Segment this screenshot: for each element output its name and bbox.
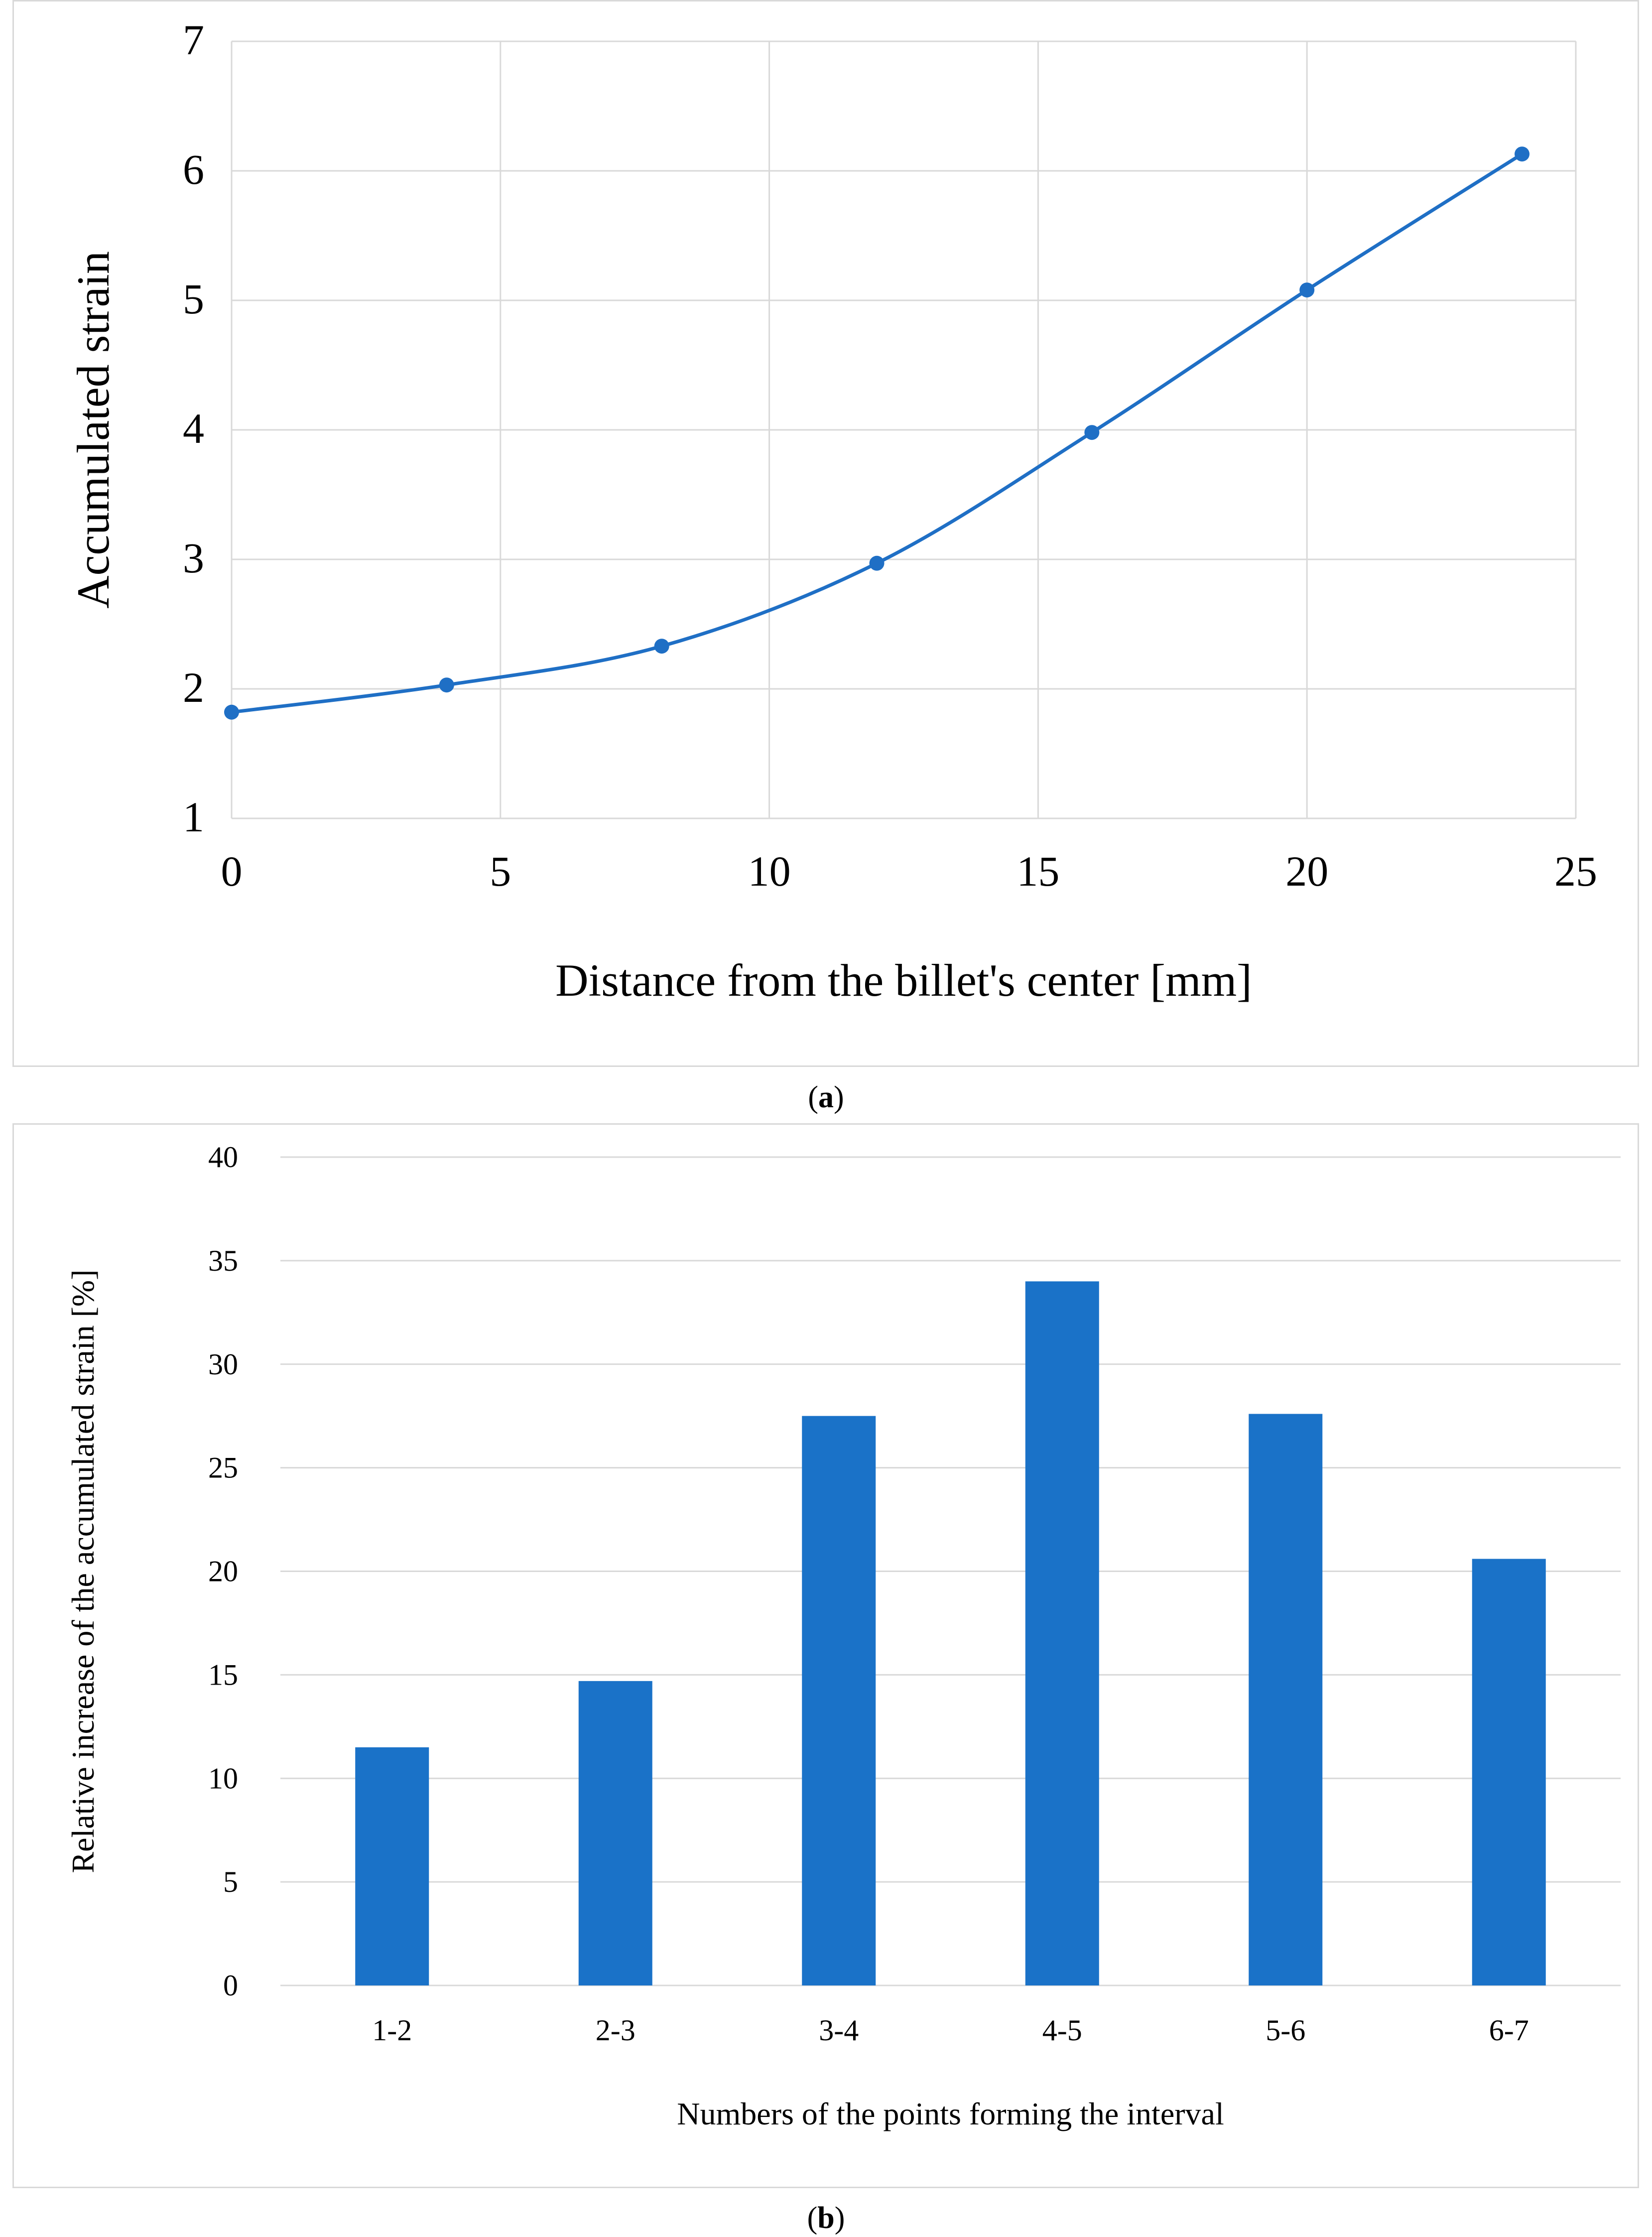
bar (1025, 1281, 1099, 1985)
y-axis-label: Accumulated strain (68, 251, 119, 609)
y-tick-label: 40 (208, 1141, 238, 1174)
line-chart-a: 1 2 3 4 5 6 7 0 5 10 15 20 25 Distance from the bille… (68, 16, 1597, 1006)
bar (355, 1747, 429, 1985)
x-tick-label: 25 (1554, 847, 1597, 895)
y-tick-label: 3 (183, 534, 204, 582)
y-axis-label: Relative increase of the accumulated str… (65, 1270, 101, 1873)
y-tick-label: 10 (208, 1762, 238, 1795)
x-tick-label: 1-2 (372, 2014, 412, 2047)
y-tick-label: 30 (208, 1348, 238, 1381)
data-point (1299, 282, 1315, 298)
y-tick-label: 25 (208, 1451, 238, 1484)
y-tick-label: 5 (183, 275, 204, 323)
x-axis-label: Numbers of the points forming the interv… (677, 2096, 1224, 2131)
data-point (439, 677, 454, 693)
chart-panel-b: 0 5 10 15 20 25 30 35 40 1-2 2-3 3-4 4-5 5-6 6-7 Number… (12, 1123, 1639, 2188)
y-tick-label: 35 (208, 1244, 238, 1277)
x-tick-label: 4-5 (1042, 2014, 1082, 2047)
x-tick-label: 3-4 (819, 2014, 859, 2047)
y-tick-label: 2 (183, 663, 204, 711)
y-tick-label: 20 (208, 1555, 238, 1588)
y-tick-label: 6 (183, 145, 204, 193)
x-tick-label: 2-3 (596, 2014, 635, 2047)
y-tick-label: 1 (183, 793, 204, 841)
caption-b: (b) (807, 2201, 845, 2235)
x-axis-label: Distance from the billet's center [mm] (555, 955, 1252, 1006)
data-point (1515, 146, 1530, 162)
caption-a: (a) (808, 1080, 844, 1114)
x-tick-label: 15 (1017, 847, 1059, 895)
bar (1472, 1559, 1546, 1985)
x-tick-label: 6-7 (1489, 2014, 1529, 2047)
x-tick-label: 0 (221, 847, 243, 895)
caption-b-label: b (817, 2201, 835, 2235)
y-tick-label: 0 (223, 1969, 238, 2002)
y-tick-label: 4 (183, 404, 204, 452)
y-tick-label: 7 (183, 16, 204, 64)
data-point (224, 704, 239, 720)
data-point (654, 639, 669, 654)
bar (1249, 1414, 1323, 1985)
chart-panel-a: 1 2 3 4 5 6 7 0 5 10 15 20 25 Distance from the bille… (12, 0, 1639, 1067)
data-point (869, 555, 885, 571)
caption-a-label: a (818, 1080, 834, 1114)
data-point (1084, 425, 1100, 440)
y-tick-label: 5 (223, 1865, 238, 1898)
x-tick-label: 5-6 (1266, 2014, 1305, 2047)
y-tick-label: 15 (208, 1658, 238, 1691)
bar (802, 1416, 876, 1985)
x-tick-label: 20 (1285, 847, 1328, 895)
x-tick-label: 10 (748, 847, 791, 895)
bar (578, 1681, 652, 1985)
x-tick-label: 5 (490, 847, 511, 895)
bar-chart-b: 0 5 10 15 20 25 30 35 40 1-2 2-3 3-4 4-5 5-6 6-7 Number… (65, 1141, 1621, 2131)
series-line (231, 152, 1523, 714)
